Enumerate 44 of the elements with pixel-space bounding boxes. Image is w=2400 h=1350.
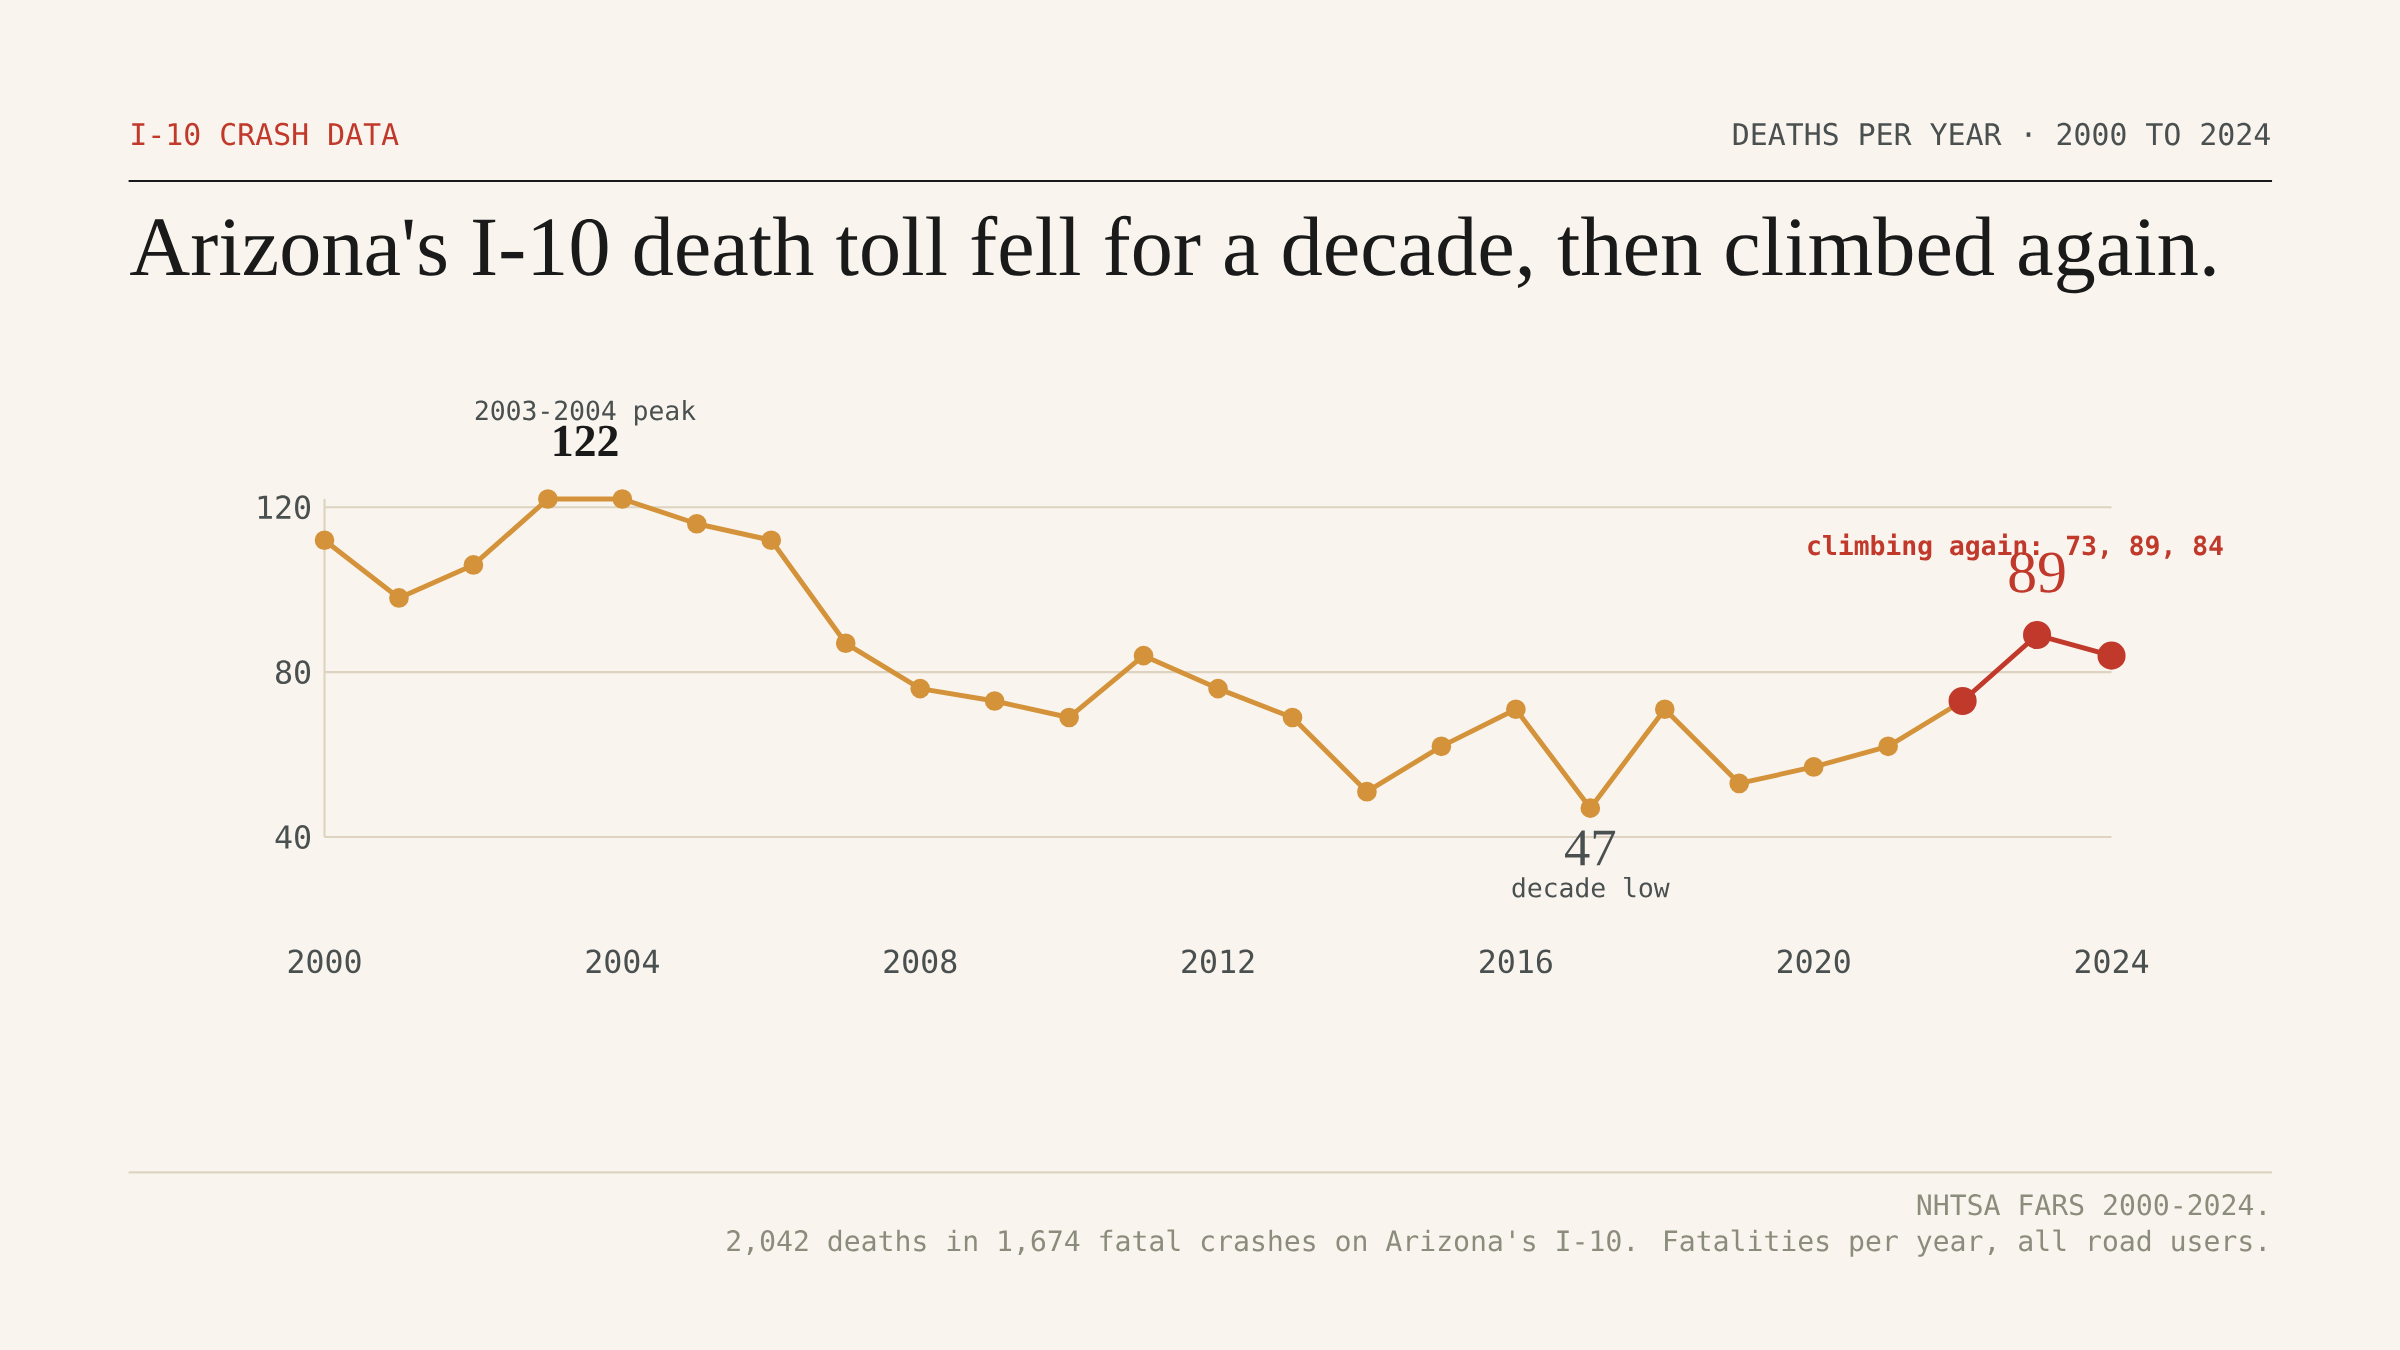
y-tick-label: 120 xyxy=(258,495,311,520)
annotation: 122 xyxy=(554,425,618,457)
point xyxy=(612,489,633,509)
x-tick-label: 2012 xyxy=(1182,949,1254,974)
annotation: 47 xyxy=(1565,830,1616,866)
point xyxy=(984,691,1005,711)
x-tick-label: 2024 xyxy=(2075,949,2149,974)
point xyxy=(1878,736,1898,757)
text: 2003-2004 peak xyxy=(475,399,696,426)
point xyxy=(1506,699,1526,720)
point xyxy=(1729,773,1750,794)
chart-title: Arizona's I-10 death toll fell for a decade, then climbed again. xyxy=(130,215,2215,294)
point xyxy=(538,489,558,509)
point xyxy=(1431,736,1452,757)
chart-subtitle: I-10 CRASH DATA xyxy=(132,122,399,146)
text: NHTSA FARS 2000-2024. xyxy=(1917,1194,2265,1216)
point xyxy=(1803,757,1824,777)
point xyxy=(1282,707,1303,728)
text: 2,042 deaths in 1,674 fatal crashes on Arizona's I-10. Fatalities per year, all road users. xyxy=(727,1229,2265,1257)
x-tick-label: 2008 xyxy=(884,949,957,974)
x-tick-label: 2004 xyxy=(586,949,659,974)
point xyxy=(1580,798,1601,818)
point xyxy=(686,513,707,534)
annotation: decade low xyxy=(1512,876,1670,898)
text: DEATHS PER YEAR · 2000 TO 2024 xyxy=(1733,122,2270,146)
point xyxy=(1059,707,1079,728)
point xyxy=(1654,699,1675,720)
point xyxy=(2023,620,2052,650)
point xyxy=(761,530,782,551)
point xyxy=(1133,645,1154,666)
point xyxy=(314,530,335,551)
point xyxy=(1208,678,1228,699)
y-tick-label: 40 xyxy=(275,825,311,849)
point xyxy=(1357,781,1377,802)
point xyxy=(910,678,931,699)
x-tick-label: 2020 xyxy=(1777,949,1850,974)
point xyxy=(1948,686,1977,716)
point xyxy=(463,555,484,575)
y-tick-label: 80 xyxy=(276,660,311,685)
point xyxy=(2097,641,2126,670)
point xyxy=(389,588,409,608)
x-tick-label: 2000 xyxy=(288,949,361,974)
point xyxy=(835,633,856,654)
x-tick-label: 2016 xyxy=(1480,949,1552,974)
